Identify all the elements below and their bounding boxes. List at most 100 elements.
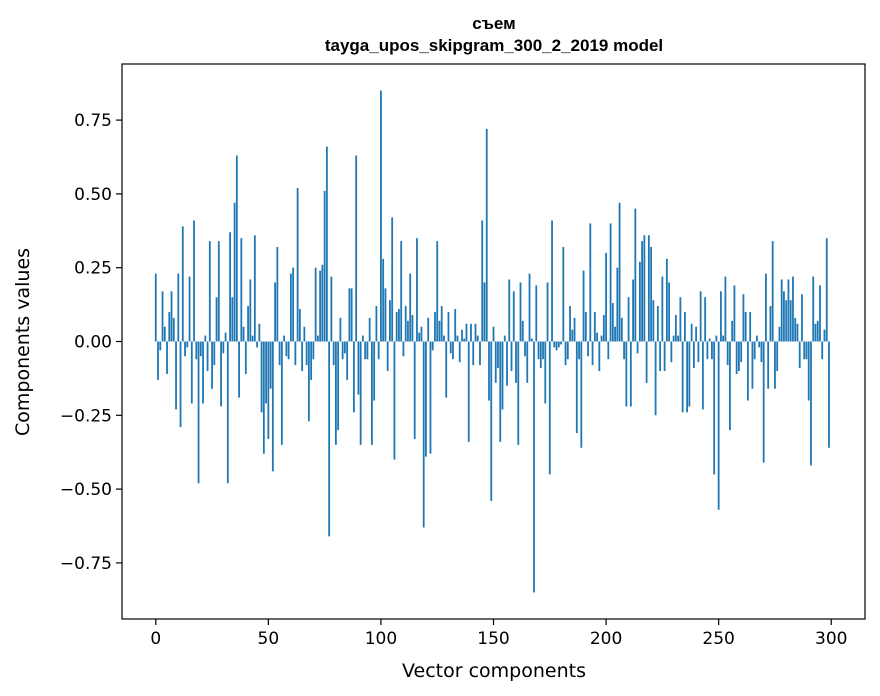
bar xyxy=(190,341,193,404)
bar xyxy=(274,282,276,342)
bar xyxy=(699,291,702,342)
bar xyxy=(481,220,484,342)
bar xyxy=(731,320,734,342)
bar xyxy=(416,238,418,342)
bar xyxy=(659,341,662,372)
bar xyxy=(506,341,508,386)
bar xyxy=(339,317,342,342)
bar xyxy=(636,341,639,354)
bar xyxy=(258,323,261,342)
bar xyxy=(555,341,558,351)
bar xyxy=(521,320,524,342)
bar xyxy=(708,338,711,342)
bar xyxy=(753,341,756,360)
bar xyxy=(677,335,680,342)
bar xyxy=(647,235,650,342)
bar xyxy=(188,276,191,342)
bar xyxy=(701,341,704,410)
bar xyxy=(598,341,601,372)
bar xyxy=(611,303,614,342)
bar xyxy=(674,314,677,342)
bar xyxy=(186,341,189,348)
bar xyxy=(740,341,743,363)
bar xyxy=(312,341,315,360)
bar xyxy=(474,323,477,342)
bar xyxy=(704,297,707,342)
bar xyxy=(641,241,643,342)
bar xyxy=(726,341,729,366)
bar xyxy=(528,273,531,342)
bar xyxy=(715,335,718,342)
bar xyxy=(686,341,689,413)
bar xyxy=(546,282,549,342)
bar xyxy=(195,341,198,360)
bar xyxy=(170,291,173,342)
bar xyxy=(600,335,603,342)
bar xyxy=(337,341,340,431)
bar xyxy=(692,341,695,369)
bar xyxy=(244,341,247,374)
bar xyxy=(407,320,409,342)
bar xyxy=(717,341,720,510)
bar xyxy=(738,341,740,372)
bar xyxy=(803,341,806,360)
bar xyxy=(197,341,200,484)
bar xyxy=(395,311,398,342)
chart-subtitle: tayga_upos_skipgram_300_2_2019 model xyxy=(325,36,663,55)
bar xyxy=(711,341,713,360)
bar xyxy=(443,335,445,342)
bar xyxy=(789,300,792,342)
bar xyxy=(224,332,227,342)
bar xyxy=(805,341,808,360)
bar xyxy=(488,341,490,401)
bar xyxy=(526,341,529,383)
bar xyxy=(629,341,632,407)
bar xyxy=(596,332,598,342)
bar xyxy=(796,323,799,342)
bar xyxy=(762,341,765,463)
bar xyxy=(722,335,725,342)
bar xyxy=(670,341,673,363)
bar xyxy=(720,291,722,342)
bar xyxy=(512,291,515,342)
bar xyxy=(341,341,344,360)
bar xyxy=(548,341,551,475)
bar xyxy=(168,311,171,342)
bar xyxy=(769,306,772,342)
bar xyxy=(593,311,596,342)
bar xyxy=(776,341,779,372)
bar xyxy=(825,238,828,342)
bar xyxy=(301,341,304,372)
bar xyxy=(573,317,576,342)
bar xyxy=(792,276,794,342)
y-tick-label: −0.25 xyxy=(60,406,112,426)
bar xyxy=(497,341,499,369)
bar xyxy=(823,329,826,342)
bar xyxy=(287,341,290,360)
bar xyxy=(449,341,452,354)
bar xyxy=(386,341,389,372)
bar xyxy=(557,341,560,348)
bar xyxy=(305,341,308,366)
bar xyxy=(571,329,574,342)
bar xyxy=(638,261,641,342)
bar xyxy=(778,326,781,342)
bar xyxy=(294,341,297,366)
bar xyxy=(690,323,693,342)
bar xyxy=(688,341,691,407)
bar xyxy=(564,341,567,366)
bar xyxy=(330,276,333,342)
bar xyxy=(344,341,346,354)
bar xyxy=(627,297,630,342)
bar xyxy=(783,291,785,342)
bar xyxy=(713,341,716,475)
x-tick-label: 150 xyxy=(477,629,509,649)
bar xyxy=(213,341,216,366)
bar xyxy=(181,226,184,342)
bar xyxy=(582,270,585,342)
bar xyxy=(816,320,819,342)
bar xyxy=(179,341,182,428)
bar xyxy=(296,187,299,342)
bar xyxy=(551,220,553,342)
y-axis: −0.75 −0.50 −0.25 0.00 0.25 0.50 0.75 xyxy=(60,111,122,574)
